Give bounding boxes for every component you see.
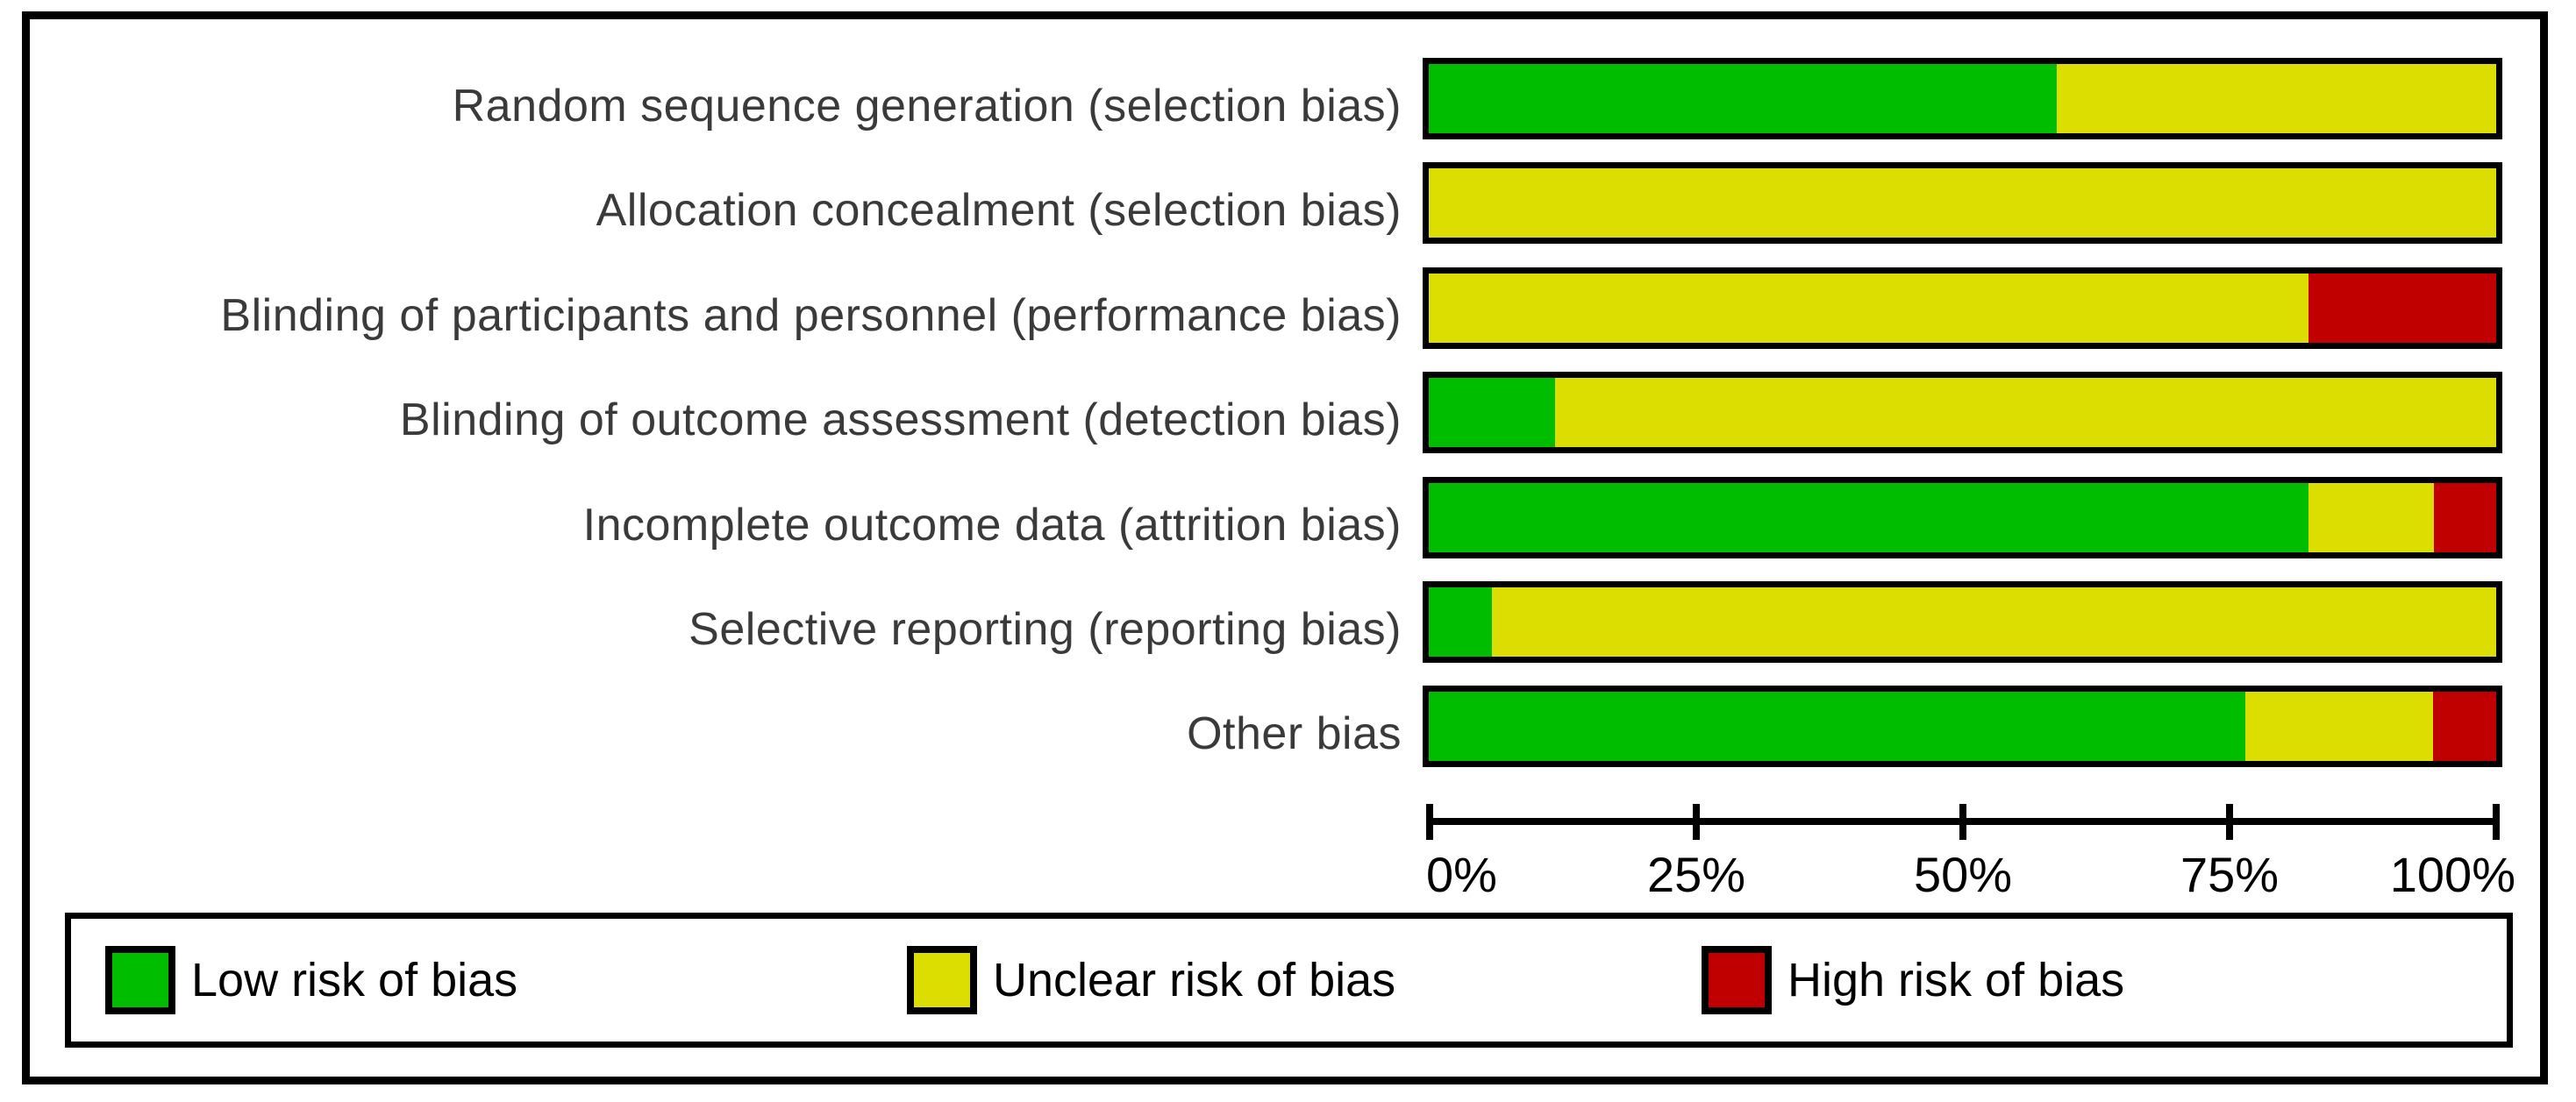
bar-segment-unclear: [1429, 168, 2496, 238]
bar-rows: Random sequence generation (selection bi…: [30, 58, 2540, 791]
bias-category-label: Incomplete outcome data (attrition bias): [582, 499, 1402, 551]
bias-category-label: Allocation concealment (selection bias): [596, 185, 1402, 237]
stacked-bar: [1423, 580, 2502, 663]
bias-category-label: Blinding of participants and personnel (…: [220, 289, 1402, 341]
axis-tick-mark: [1959, 804, 1966, 840]
bar-segment-low: [1429, 482, 2308, 552]
stacked-bar: [1423, 162, 2502, 245]
bar-segment-low: [1429, 378, 1555, 448]
bar-segment-high: [2434, 482, 2496, 552]
stacked-bar: [1423, 686, 2502, 768]
bar-segment-unclear: [1554, 378, 2496, 448]
legend-label-unclear: Unclear risk of bias: [993, 954, 1396, 1006]
bias-category-label: Blinding of outcome assessment (detectio…: [399, 395, 1402, 446]
legend-item-unclear: Unclear risk of bias: [907, 919, 1395, 1042]
axis-tick-label: 75%: [2180, 847, 2280, 902]
bar-segment-low: [1429, 587, 1492, 657]
legend: Low risk of bias Unclear risk of bias Hi…: [65, 913, 2513, 1048]
stacked-bar: [1423, 58, 2502, 139]
axis-tick-mark: [2226, 804, 2233, 840]
legend-swatch-low: [105, 946, 175, 1014]
figure-frame: Random sequence generation (selection bi…: [22, 11, 2548, 1084]
x-axis: 0% 25% 50% 75% 100%: [1426, 804, 2515, 902]
legend-item-high: High risk of bias: [1702, 919, 2124, 1042]
axis-tick-label: 100%: [2389, 847, 2515, 902]
stacked-bar: [1423, 476, 2502, 558]
bias-row: Blinding of outcome assessment (detectio…: [30, 372, 2540, 476]
axis-tick-mark: [2493, 804, 2500, 840]
axis-tick-mark: [1693, 804, 1700, 840]
legend-label-high: High risk of bias: [1788, 954, 2125, 1006]
legend-swatch-unclear: [907, 946, 977, 1014]
bias-row: Allocation concealment (selection bias): [30, 162, 2540, 267]
bar-segment-high: [2433, 692, 2496, 762]
axis-tick-label: 0%: [1426, 847, 1497, 902]
axis-tick-label: 25%: [1646, 847, 1746, 902]
legend-swatch-high: [1702, 946, 1772, 1014]
bar-segment-unclear: [2056, 64, 2496, 133]
bar-segment-unclear: [2308, 482, 2435, 552]
bias-row: Blinding of participants and personnel (…: [30, 267, 2540, 372]
legend-item-low: Low risk of bias: [105, 919, 517, 1042]
stacked-bar: [1423, 372, 2502, 454]
bar-segment-low: [1429, 64, 2057, 133]
bar-segment-unclear: [1491, 587, 2496, 657]
axis-tick-label: 50%: [1913, 847, 2013, 902]
bias-category-label: Random sequence generation (selection bi…: [452, 81, 1402, 132]
stacked-bar: [1423, 267, 2502, 349]
bar-segment-low: [1429, 692, 2245, 762]
bias-row: Random sequence generation (selection bi…: [30, 58, 2540, 162]
bias-row: Incomplete outcome data (attrition bias): [30, 476, 2540, 581]
bar-segment-unclear: [2245, 692, 2434, 762]
bias-category-label: Other bias: [1187, 708, 1402, 760]
bias-row: Other bias: [30, 686, 2540, 790]
bar-segment-high: [2308, 273, 2496, 343]
bar-segment-unclear: [1429, 273, 2308, 343]
legend-label-low: Low risk of bias: [191, 954, 518, 1006]
bias-row: Selective reporting (reporting bias): [30, 580, 2540, 686]
bias-category-label: Selective reporting (reporting bias): [689, 603, 1402, 655]
axis-tick-mark: [1426, 804, 1433, 840]
